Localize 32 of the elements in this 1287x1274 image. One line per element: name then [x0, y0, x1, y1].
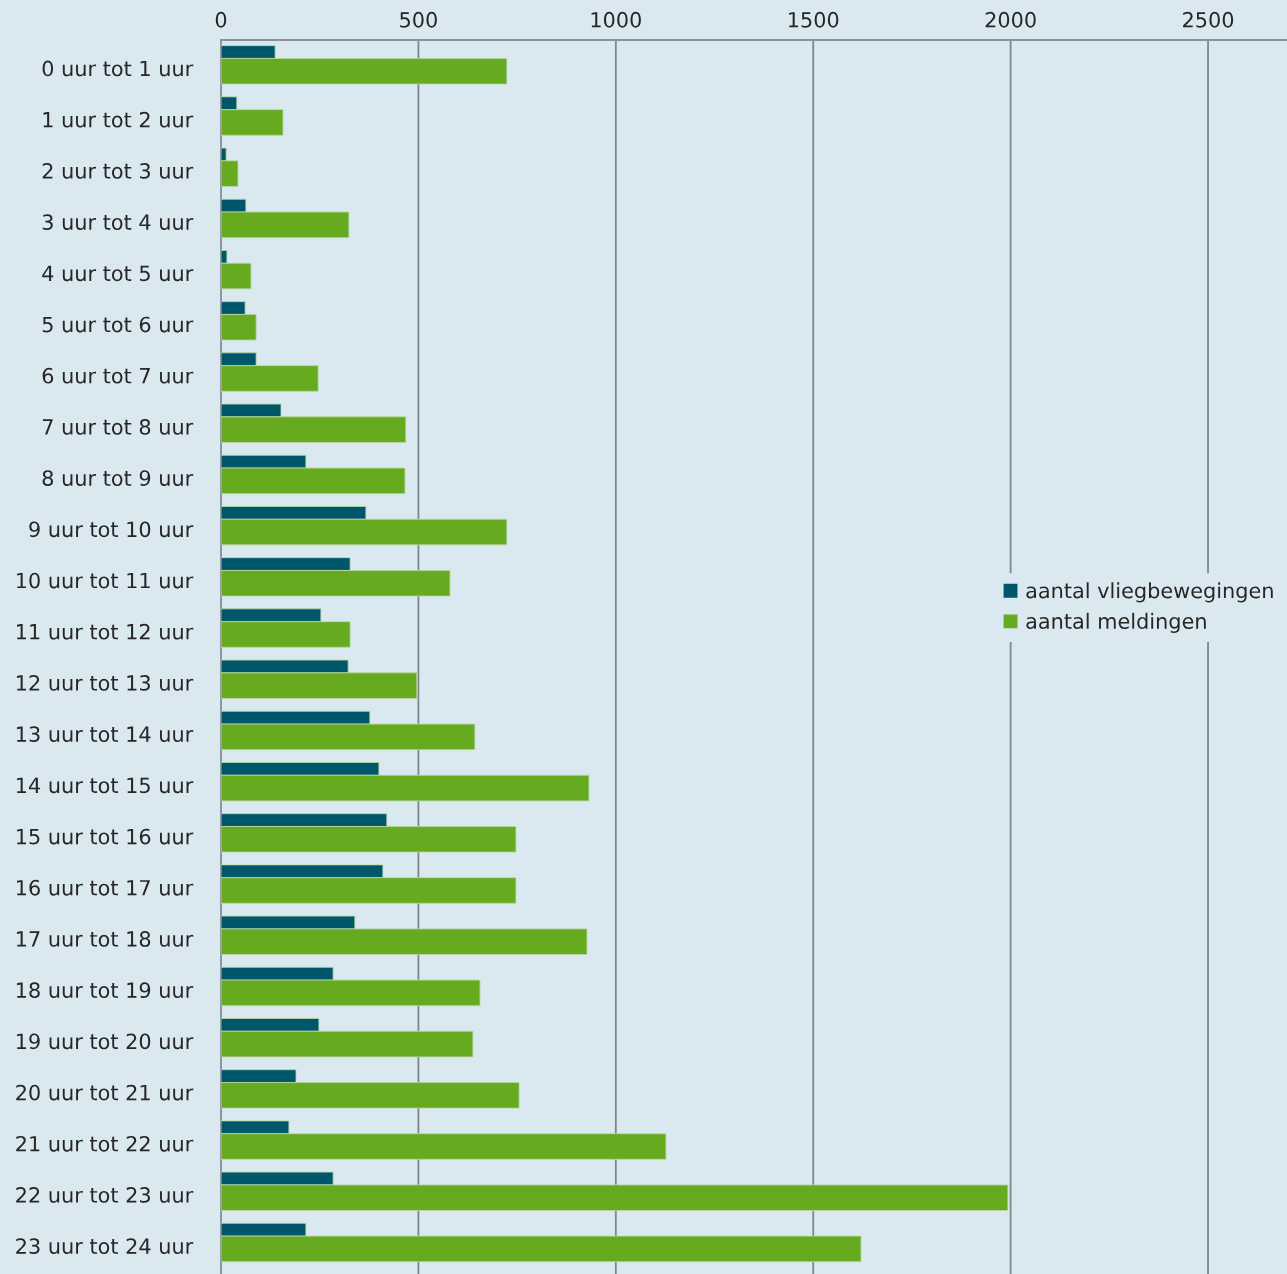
y-tick-label: 5 uur tot 6 uur — [42, 316, 194, 333]
y-tick-label: 22 uur tot 23 uur — [16, 1187, 194, 1203]
x-tick-label: 2000 — [985, 11, 1036, 28]
y-tick-label: 10 uur tot 11 uur — [16, 572, 194, 589]
y-tick-label: 19 uur tot 20 uur — [16, 1033, 194, 1050]
y-tick-label: 7 uur tot 8 uur — [42, 419, 194, 435]
y-tick-label: 1 uur tot 2 uur — [43, 111, 194, 128]
x-tick-label: 2500 — [1183, 11, 1234, 28]
y-tick-label: 6 uur tot 7 uur — [42, 367, 194, 384]
y-tick-label: 4 uur tot 5 uur — [42, 265, 194, 282]
y-tick-label: 21 uur tot 22 uur — [16, 1135, 194, 1152]
x-tick-label: 1500 — [789, 11, 839, 28]
x-tick-label: 1000 — [591, 11, 641, 28]
y-tick-label: 12 uur tot 13 uur — [16, 675, 194, 691]
y-tick-label: 20 uur tot 21 uur — [16, 1084, 194, 1101]
y-tick-label: 23 uur tot 24 uur — [16, 1238, 194, 1255]
y-tick-label: 2 uur tot 3 uur — [42, 163, 194, 179]
y-tick-label: 0 uur tot 1 uur — [42, 60, 194, 77]
y-tick-label: 8 uur tot 9 uur — [42, 470, 194, 486]
legend-label: aantal vliegbewegingen — [1026, 582, 1273, 603]
x-tick-label: 500 — [400, 11, 437, 28]
y-tick-label: 9 uur tot 10 uur — [29, 521, 194, 538]
y-tick-label: 11 uur tot 12 uur — [16, 623, 194, 640]
y-tick-label: 13 uur tot 14 uur — [16, 726, 194, 743]
y-tick-label: 16 uur tot 17 uur — [16, 879, 194, 896]
y-tick-label: 18 uur tot 19 uur — [16, 982, 194, 999]
legend-label: aantal meldingen — [1026, 612, 1206, 634]
y-tick-label: 3 uur tot 4 uur — [42, 214, 194, 230]
y-tick-label: 15 uur tot 16 uur — [16, 828, 194, 845]
x-tick-label: 0 — [215, 11, 227, 28]
y-tick-label: 17 uur tot 18 uur — [16, 931, 194, 947]
y-tick-label: 14 uur tot 15 uur — [16, 777, 194, 794]
